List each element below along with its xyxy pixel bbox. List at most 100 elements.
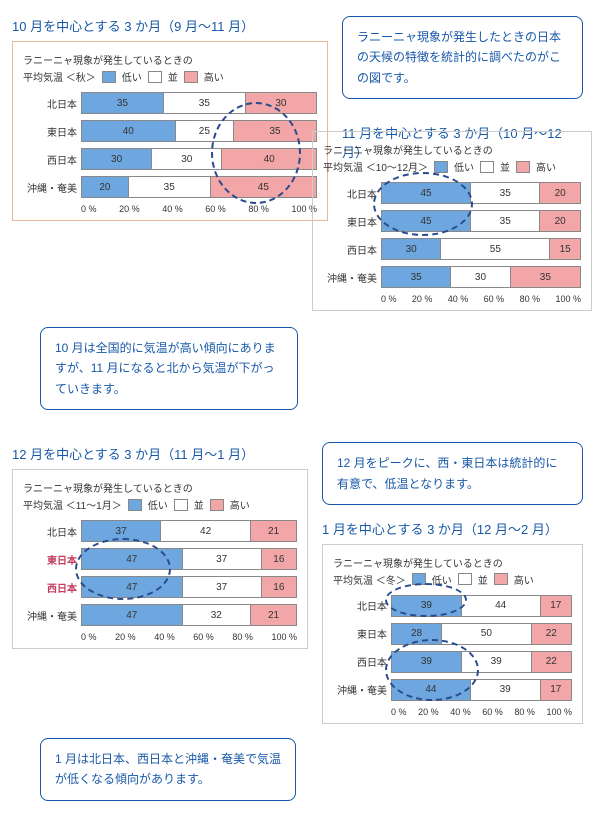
x-axis: 0 %20 %40 %60 %80 %100 % — [23, 204, 317, 214]
seg-mid: 39 — [462, 652, 532, 672]
seg-mid: 39 — [471, 680, 541, 700]
seg-mid: 30 — [451, 267, 510, 287]
region-label: 北日本 — [323, 186, 381, 201]
bar-row: 沖縄・奄美 44 39 17 — [333, 679, 572, 701]
seg-mid: 37 — [183, 577, 262, 597]
bar-track: 35 35 30 — [81, 92, 317, 114]
region-label: 北日本 — [23, 524, 81, 539]
region-label: 東日本 — [23, 552, 81, 567]
seg-high: 16 — [262, 549, 296, 569]
bar-track: 47 37 16 — [81, 576, 297, 598]
chart-subtitle: ラニーニャ現象が発生しているときの — [333, 555, 572, 570]
x-axis: 0 %20 %40 %60 %80 %100 % — [323, 294, 581, 304]
seg-mid: 25 — [176, 121, 235, 141]
seg-mid: 30 — [152, 149, 222, 169]
seg-low: 47 — [82, 577, 183, 597]
bar-row: 西日本 39 39 22 — [333, 651, 572, 673]
seg-low: 20 — [82, 177, 129, 197]
seg-mid: 37 — [183, 549, 262, 569]
region-label: 北日本 — [333, 598, 391, 613]
bar-row: 西日本 30 30 40 — [23, 148, 317, 170]
seg-mid: 35 — [129, 177, 211, 197]
callout-intro: ラニーニャ現象が発生したときの日本の天候の特徴を統計的に調べたのがこの図です。 — [342, 16, 583, 99]
chart-title-jan: 1 月を中心とする 3 か月（12 月～2 月） — [322, 519, 583, 538]
seg-high: 35 — [234, 121, 316, 141]
seg-high: 15 — [550, 239, 580, 259]
chart-nov: ラニーニャ現象が発生しているときの 平均気温 ＜10～12月＞ 低い 並 高い … — [312, 131, 592, 311]
seg-mid: 32 — [183, 605, 251, 625]
region-label: 西日本 — [323, 242, 381, 257]
seg-low: 37 — [82, 521, 161, 541]
bar-row: 沖縄・奄美 35 30 35 — [323, 266, 581, 288]
bar-row: 沖縄・奄美 47 32 21 — [23, 604, 297, 626]
region-label: 北日本 — [23, 96, 81, 111]
seg-mid: 44 — [462, 596, 541, 616]
chart-dec: ラニーニャ現象が発生しているときの 平均気温 ＜11～1月＞ 低い 並 高い 北… — [12, 469, 308, 649]
bar-row: 北日本 39 44 17 — [333, 595, 572, 617]
seg-mid: 35 — [164, 93, 246, 113]
seg-low: 30 — [382, 239, 441, 259]
seg-high: 21 — [251, 605, 296, 625]
bar-row: 東日本 40 25 35 — [23, 120, 317, 142]
seg-mid: 42 — [161, 521, 251, 541]
bar-track: 30 55 15 — [381, 238, 581, 260]
chart-oct: ラニーニャ現象が発生しているときの 平均気温 ＜秋＞ 低い 並 高い 北日本 3… — [12, 41, 328, 221]
bar-track: 39 39 22 — [391, 651, 572, 673]
chart-subtitle: ラニーニャ現象が発生しているときの — [23, 480, 297, 495]
bar-track: 40 25 35 — [81, 120, 317, 142]
seg-high: 17 — [541, 596, 571, 616]
bar-track: 45 35 20 — [381, 182, 581, 204]
bar-row: 北日本 45 35 20 — [323, 182, 581, 204]
legend: 平均気温 ＜秋＞ 低い 並 高い — [23, 69, 317, 84]
seg-high: 45 — [211, 177, 316, 197]
x-axis: 0 %20 %40 %60 %80 %100 % — [23, 632, 297, 642]
seg-low: 35 — [382, 267, 451, 287]
chart-jan: ラニーニャ現象が発生しているときの 平均気温 ＜冬＞ 低い 並 高い 北日本 3… — [322, 544, 583, 724]
bar-row: 北日本 37 42 21 — [23, 520, 297, 542]
seg-mid: 55 — [441, 239, 550, 259]
bar-track: 44 39 17 — [391, 679, 572, 701]
region-label: 西日本 — [333, 654, 391, 669]
bar-track: 47 37 16 — [81, 548, 297, 570]
callout-oct: 10 月は全国的に気温が高い傾向にありますが、11 月になると北から気温が下がっ… — [40, 327, 298, 410]
chart-title-dec: 12 月を中心とする 3 か月（11 月～1 月） — [12, 444, 308, 463]
bar-row: 北日本 35 35 30 — [23, 92, 317, 114]
bar-track: 30 30 40 — [81, 148, 317, 170]
seg-high: 17 — [541, 680, 571, 700]
seg-low: 47 — [82, 549, 183, 569]
region-label: 沖縄・奄美 — [323, 270, 381, 285]
seg-high: 40 — [222, 149, 316, 169]
seg-high: 21 — [251, 521, 296, 541]
legend: 平均気温 ＜10～12月＞ 低い 並 高い — [323, 159, 581, 174]
region-label: 沖縄・奄美 — [333, 682, 391, 697]
seg-low: 39 — [392, 596, 462, 616]
seg-low: 45 — [382, 183, 471, 203]
seg-high: 22 — [532, 652, 571, 672]
seg-high: 22 — [532, 624, 571, 644]
bar-row: 沖縄・奄美 20 35 45 — [23, 176, 317, 198]
region-label: 西日本 — [23, 580, 81, 595]
legend: 平均気温 ＜冬＞ 低い 並 高い — [333, 572, 572, 587]
seg-mid: 35 — [471, 183, 540, 203]
seg-low: 47 — [82, 605, 183, 625]
seg-high: 30 — [246, 93, 316, 113]
region-label: 東日本 — [23, 124, 81, 139]
x-axis: 0 %20 %40 %60 %80 %100 % — [333, 707, 572, 717]
chart-subtitle: ラニーニャ現象が発生しているときの — [323, 142, 581, 157]
seg-mid: 35 — [471, 211, 540, 231]
seg-low: 45 — [382, 211, 471, 231]
seg-mid: 50 — [442, 624, 532, 644]
bar-row: 東日本 45 35 20 — [323, 210, 581, 232]
bar-track: 35 30 35 — [381, 266, 581, 288]
bar-row: 東日本 47 37 16 — [23, 548, 297, 570]
bar-track: 39 44 17 — [391, 595, 572, 617]
bar-track: 37 42 21 — [81, 520, 297, 542]
seg-high: 20 — [540, 183, 580, 203]
region-label: 東日本 — [333, 626, 391, 641]
region-label: 沖縄・奄美 — [23, 608, 81, 623]
seg-low: 35 — [82, 93, 164, 113]
region-label: 沖縄・奄美 — [23, 180, 81, 195]
chart-title-oct: 10 月を中心とする 3 か月（9 月～11 月） — [12, 16, 328, 35]
bar-row: 西日本 30 55 15 — [323, 238, 581, 260]
callout-jan: 1 月は北日本、西日本と沖縄・奄美で気温が低くなる傾向があります。 — [40, 738, 296, 801]
